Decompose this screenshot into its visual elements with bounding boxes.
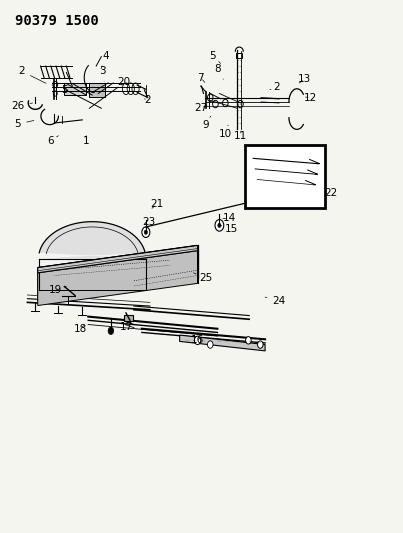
Circle shape: [245, 337, 251, 344]
Text: 15: 15: [220, 223, 238, 233]
Text: 5: 5: [61, 85, 68, 95]
Bar: [245, 145, 325, 208]
Polygon shape: [38, 245, 197, 301]
Text: 12: 12: [304, 93, 318, 103]
Circle shape: [108, 327, 114, 335]
Circle shape: [142, 227, 150, 238]
Text: 5: 5: [209, 51, 220, 63]
Bar: [124, 315, 133, 321]
Text: 20: 20: [117, 77, 131, 87]
Text: 21: 21: [150, 199, 164, 209]
Circle shape: [208, 341, 213, 348]
Text: 10: 10: [219, 125, 232, 139]
Text: 22: 22: [317, 188, 337, 198]
Text: 9: 9: [202, 116, 211, 130]
Text: 25: 25: [193, 273, 212, 283]
Text: 16: 16: [191, 335, 204, 345]
Text: 7: 7: [197, 72, 205, 83]
Text: 90379 1500: 90379 1500: [15, 14, 98, 28]
Polygon shape: [38, 251, 197, 305]
Polygon shape: [180, 335, 265, 351]
Text: 19: 19: [49, 285, 66, 295]
Text: 4: 4: [101, 51, 110, 69]
Bar: [236, 53, 243, 58]
Text: 6: 6: [47, 136, 58, 146]
Text: 5: 5: [15, 119, 34, 129]
Text: 11: 11: [234, 131, 247, 141]
Bar: [64, 84, 86, 95]
Text: 2: 2: [19, 66, 46, 83]
Circle shape: [258, 341, 263, 348]
Text: 8: 8: [214, 64, 223, 79]
Circle shape: [218, 223, 221, 228]
Text: 1: 1: [83, 136, 89, 146]
Polygon shape: [39, 222, 146, 259]
Text: 27: 27: [194, 103, 207, 114]
Text: 17: 17: [119, 322, 133, 332]
Text: 13: 13: [298, 74, 312, 84]
Text: 23: 23: [142, 217, 156, 227]
Text: 2: 2: [144, 95, 151, 106]
Bar: [89, 83, 105, 96]
Circle shape: [215, 220, 224, 231]
Text: 18: 18: [74, 324, 87, 334]
Text: 26: 26: [11, 101, 33, 111]
Text: 24: 24: [265, 296, 286, 306]
Text: 14: 14: [223, 213, 236, 223]
Circle shape: [144, 230, 147, 235]
Text: 3: 3: [99, 66, 106, 82]
Polygon shape: [38, 245, 197, 273]
Circle shape: [194, 336, 201, 344]
Text: 2: 2: [270, 82, 280, 92]
